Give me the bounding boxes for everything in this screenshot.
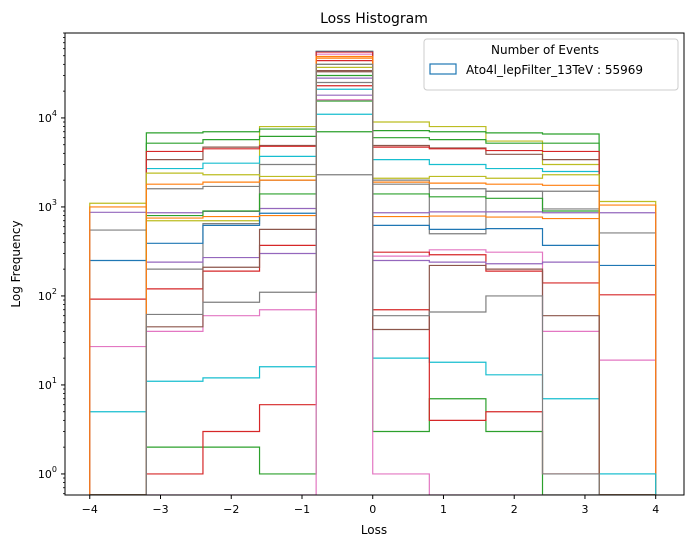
y-axis-label: Log Frequency (9, 220, 23, 307)
y-tick-label: 101 (38, 376, 57, 392)
plot-frame (64, 32, 685, 496)
y-tick-label: 103 (38, 198, 57, 214)
y-tick-label: 100 (38, 465, 57, 481)
x-tick-label: −1 (294, 503, 310, 516)
x-tick-label: −4 (82, 503, 98, 516)
x-axis: −4 −3 −2 −1 0 1 2 3 4 (82, 495, 659, 516)
legend: Number of Events Ato4l_lepFilter_13TeV :… (423, 38, 679, 91)
legend-title: Number of Events (491, 43, 599, 57)
x-tick-label: 4 (652, 503, 659, 516)
histogram-series-group (89, 50, 657, 495)
histogram-series-6 (89, 77, 657, 495)
chart-title: Loss Histogram (320, 11, 428, 27)
x-tick-label: −3 (152, 503, 168, 516)
x-tick-label: 2 (511, 503, 518, 516)
x-tick-label: 0 (369, 503, 376, 516)
x-tick-label: 1 (440, 503, 447, 516)
x-tick-label: 3 (581, 503, 588, 516)
y-axis: 100 101 102 103 104 (38, 32, 65, 495)
y-tick-label: 102 (38, 287, 57, 303)
x-tick-label: −2 (223, 503, 239, 516)
legend-frame (423, 38, 679, 91)
legend-swatch (429, 63, 457, 75)
y-tick-label: 104 (38, 109, 57, 125)
histogram-series-22 (89, 63, 656, 495)
x-axis-label: Loss (361, 523, 387, 537)
legend-entry-label: Ato4l_lepFilter_13TeV : 55969 (466, 63, 643, 77)
